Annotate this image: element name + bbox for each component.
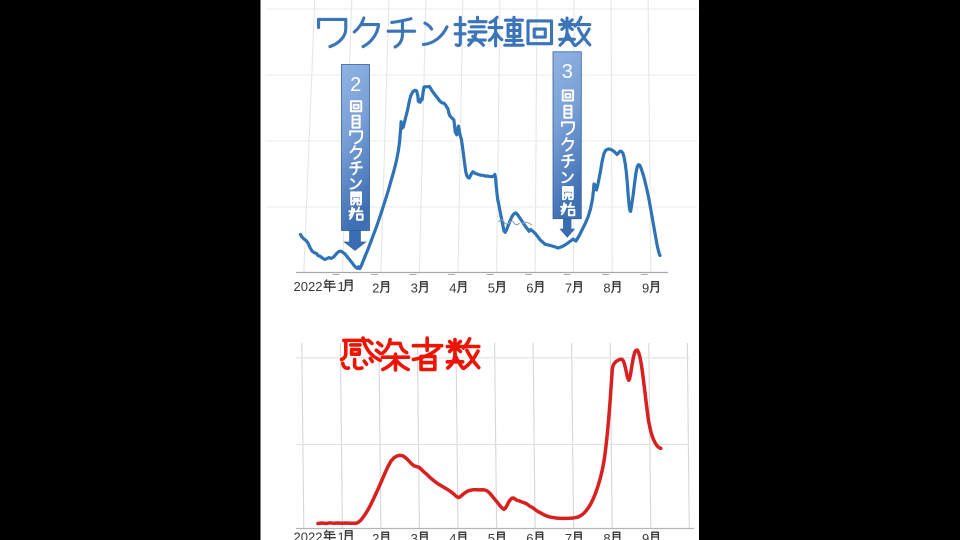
svg-text:4: 4 (449, 531, 456, 540)
svg-text:2: 2 (372, 531, 379, 540)
svg-text:8: 8 (603, 281, 610, 296)
svg-text:9: 9 (642, 531, 649, 540)
svg-text:3: 3 (411, 531, 418, 540)
svg-text:7: 7 (565, 281, 572, 296)
svg-text:4: 4 (449, 281, 456, 296)
svg-text:7: 7 (565, 531, 572, 540)
svg-text:3: 3 (411, 281, 418, 296)
svg-text:3: 3 (562, 61, 573, 83)
svg-text:8: 8 (603, 531, 610, 540)
svg-text:5: 5 (488, 531, 495, 540)
svg-text:9: 9 (642, 281, 649, 296)
svg-text:2: 2 (372, 281, 379, 296)
svg-text:2: 2 (350, 74, 361, 96)
svg-text:2022: 2022 (294, 279, 323, 294)
svg-text:1: 1 (338, 530, 345, 540)
svg-text:1: 1 (338, 279, 345, 294)
svg-text:5: 5 (488, 281, 495, 296)
svg-text:2022: 2022 (294, 530, 323, 540)
svg-text:6: 6 (526, 531, 533, 540)
svg-text:6: 6 (526, 281, 533, 296)
